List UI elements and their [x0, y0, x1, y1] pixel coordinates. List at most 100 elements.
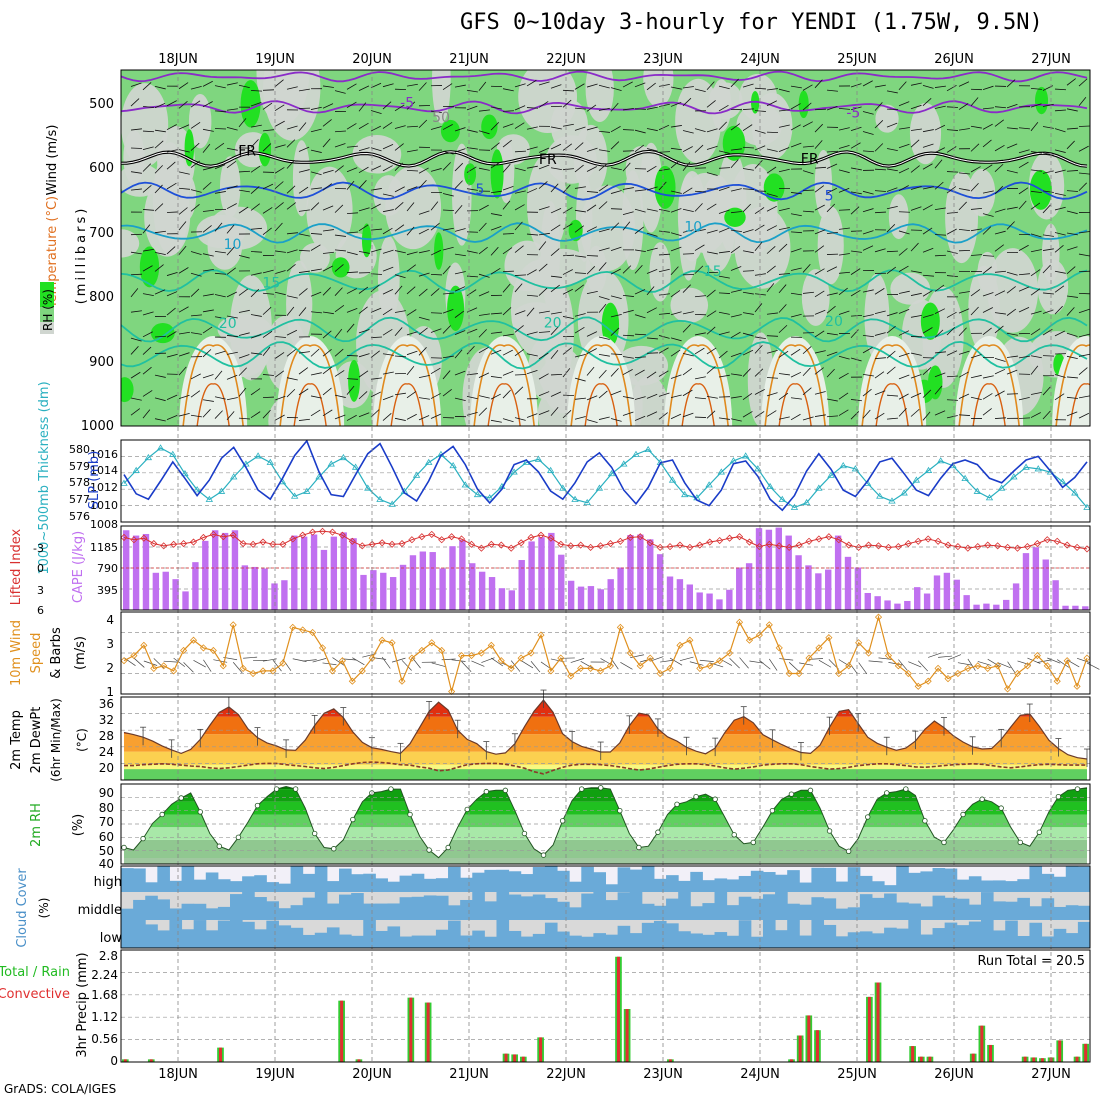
precip-conv-bar: [357, 1059, 361, 1062]
wind-barb: [934, 207, 946, 211]
wind-barb: [550, 275, 562, 278]
wind-barb: [298, 169, 310, 173]
thickness-marker: [876, 492, 884, 499]
lifted-index-marker: [606, 539, 615, 548]
wind-barb: [874, 310, 886, 315]
wind-barb: [790, 313, 802, 318]
wind-barb: [250, 90, 263, 92]
wind-barb: [562, 368, 571, 378]
lifted-index-marker: [616, 537, 624, 545]
thickness-marker: [412, 471, 421, 478]
wind-barb: [946, 326, 956, 336]
wind-barb: [910, 206, 922, 211]
ylabel-precip-conv: Convective: [0, 987, 70, 1002]
wind-barb: [442, 292, 454, 295]
wind-barb: [610, 313, 622, 318]
rh-dry-area: [539, 360, 575, 395]
wind-barb: [814, 166, 826, 169]
wind-barb: [478, 395, 490, 399]
wind-barb: [1054, 192, 1066, 196]
wind-barb: [214, 191, 226, 194]
wind-barb: [262, 143, 272, 152]
wind-barb: [694, 144, 704, 153]
cape-bar: [469, 563, 476, 610]
wind-barb: [190, 142, 200, 151]
cloud-cover-cell: [920, 871, 934, 892]
contour-label: 20: [544, 316, 562, 332]
cloud-cover-cell: [666, 898, 679, 920]
wind-barb: [1042, 152, 1054, 156]
wind-barb: [610, 222, 620, 231]
wind-barb: [1066, 396, 1078, 399]
rh-moist-area: [654, 165, 676, 209]
wind10-marker: [984, 664, 992, 672]
cloud-cover-cell: [121, 868, 134, 892]
wind-barb: [550, 183, 559, 193]
wind-barb: [718, 374, 730, 378]
wind-barb: [178, 124, 190, 130]
wind-barb: [202, 408, 211, 418]
wind-barb: [310, 395, 322, 399]
cloud-cover-cell: [726, 905, 740, 920]
wind-barb: [550, 311, 562, 315]
wind10-marker: [209, 646, 217, 655]
wind-barb: [286, 160, 295, 169]
wind-barb: [922, 129, 934, 133]
cape-bar: [320, 549, 328, 610]
wind-barb: [694, 88, 706, 93]
wind10-marker: [130, 651, 138, 660]
thickness-marker: [741, 452, 750, 459]
cloud-cover-cell: [375, 903, 388, 920]
wind-barb: [790, 103, 801, 110]
lifted-index-marker: [587, 543, 595, 551]
wind-barb: [742, 188, 754, 190]
wind-barb: [382, 266, 394, 272]
wind-barb: [190, 390, 201, 398]
cape-bar: [350, 538, 357, 610]
lifted-index-marker: [825, 533, 833, 541]
wind-barb: [934, 234, 947, 236]
wind-barb: [718, 167, 731, 169]
wind-barb: [718, 251, 730, 254]
wind-barb: [1018, 396, 1030, 401]
wind-barb: [826, 266, 838, 272]
wind-barb: [706, 229, 718, 234]
wind-barb: [706, 310, 717, 318]
date-label-bottom: 26JUN: [934, 1067, 974, 1082]
wind-barb: [454, 180, 463, 189]
cape-bar: [736, 567, 743, 610]
date-label-top: 24JUN: [740, 52, 780, 67]
cape-bar: [360, 574, 367, 610]
wind-barb: [886, 250, 899, 253]
wind-barb: [718, 121, 727, 131]
wind-barb: [274, 222, 283, 232]
wind-barb: [754, 110, 766, 112]
wind-barb: [262, 102, 273, 110]
wind-barb: [874, 371, 885, 379]
wind-barb: [874, 390, 886, 396]
wind-barb: [358, 122, 369, 130]
wind-barb: [994, 163, 1004, 172]
wind-barb: [346, 271, 359, 274]
wind-barb: [346, 145, 358, 148]
rh-dry-area: [256, 70, 310, 125]
rh-moist-area: [240, 80, 261, 128]
wind-barb: [742, 229, 754, 234]
rh-2m-marker: [979, 796, 985, 802]
wind-barb: [502, 418, 514, 423]
thickness-tick: 579: [69, 460, 90, 473]
wind-barb: [478, 246, 488, 255]
wind-barb: [226, 335, 238, 338]
wind-barb: [610, 167, 622, 171]
wind-barb: [982, 107, 994, 110]
wind-barb: [250, 411, 261, 419]
wind-barb: [586, 226, 598, 232]
wind-barb: [1066, 108, 1078, 112]
wind10-marker: [636, 662, 644, 670]
slp-axis-labels: 580 579 578 577 576 1016 1014 1012 1010 …: [37, 381, 118, 574]
wind-barb: [346, 323, 355, 333]
wind-barb: [526, 353, 538, 357]
wind-barb: [850, 191, 862, 195]
cape-bar: [983, 603, 990, 610]
wind10-marker: [418, 646, 426, 655]
